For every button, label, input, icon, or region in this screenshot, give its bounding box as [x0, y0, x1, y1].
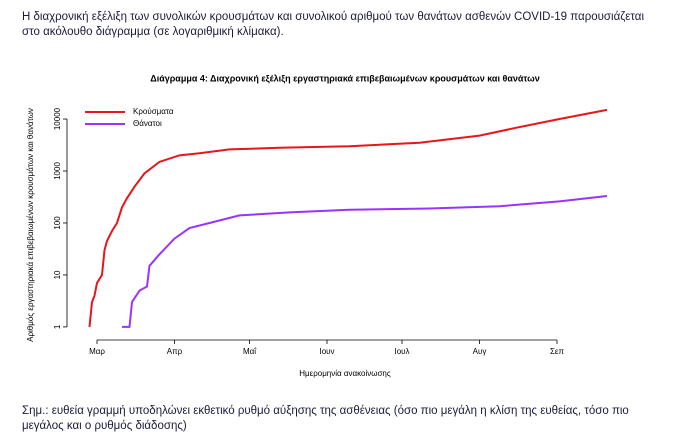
y-axis-label: Αριθμός εργαστηριακά επιβεβαιωμένων κρου… [26, 108, 35, 342]
chart-title: Διάγραμμα 4: Διαχρονική εξέλιξη εργαστηρ… [150, 73, 540, 83]
x-tick-label: Αυγ [473, 347, 487, 356]
y-tick-label: 1000 [53, 162, 62, 180]
intro-text: Η διαχρονική εξέλιξη των συνολικών κρουσ… [22, 11, 644, 38]
series-line [122, 195, 608, 328]
x-tick-label: Μαΐ [243, 347, 257, 356]
x-tick-label: Ιουν [319, 347, 334, 356]
note-text: Σημ.: ευθεία γραμμή υποδηλώνει εκθετικό … [22, 405, 629, 432]
y-tick-label: 10 [53, 270, 62, 279]
x-tick-label: Ιουλ [394, 347, 409, 356]
x-axis-label: Ημερομηνία ανακοίνωσης [299, 369, 391, 378]
x-tick-label: Μαρ [89, 347, 105, 356]
y-tick-label: 1 [53, 324, 62, 329]
y-tick-label: 100 [53, 216, 62, 230]
legend-label: Θάνατοι [133, 119, 162, 128]
legend-label: Κρούσματα [133, 107, 174, 116]
series-line [88, 108, 608, 328]
x-tick-label: Σεπ [550, 347, 565, 356]
x-tick-label: Απρ [167, 347, 183, 356]
y-tick-label: 10000 [53, 107, 62, 130]
